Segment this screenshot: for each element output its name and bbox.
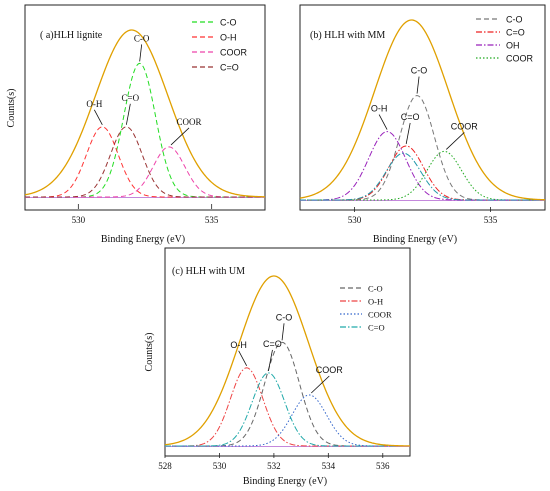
annotation-arrow-a-0	[139, 44, 143, 62]
series-b-extra-0	[300, 152, 545, 201]
annotation-c-3: COOR	[316, 365, 344, 375]
curves-b	[299, 19, 546, 201]
panel-title-a: ( a)HLH lignite	[40, 30, 103, 41]
legend-b: C-O C=O OH COOR	[476, 15, 534, 64]
annotations-c: C-O O-H C=O COOR	[230, 312, 344, 394]
annotations-b: C-O O-H C=O COOR	[371, 66, 478, 150]
legend-label-c-1: O-H	[368, 297, 383, 307]
panel-title-c: (c) HLH with UM	[172, 266, 245, 277]
annotation-arrow-b-0	[416, 76, 420, 94]
annotation-b-3: COOR	[451, 121, 479, 131]
panel-b: (b) HLH with MM C-O C=O OH COOR 530 535 C-O O…	[299, 4, 546, 245]
annotation-a-2: C=O	[122, 93, 140, 103]
y-axis-label-c: Counts(s)	[144, 333, 155, 372]
legend-label-b-2: OH	[506, 41, 520, 51]
x-tick-label-c-534: 534	[322, 461, 336, 471]
y-axis-label-a: Counts(s)	[6, 89, 17, 128]
panel-a: ( a)HLH lignite C-O O-H COOR C=O 530 535 C-O…	[6, 4, 266, 245]
x-axis-label-b: Binding Energy (eV)	[373, 234, 457, 245]
annotation-arrow-c-3	[311, 375, 330, 394]
annotation-c-1: O-H	[230, 340, 247, 350]
x-tick-label-c-530: 530	[213, 461, 227, 471]
series-b-oh	[300, 131, 545, 201]
x-ticks-c: 528 530 532 534 536	[158, 453, 390, 471]
annotation-arrow-c-1	[238, 350, 248, 366]
annotations-a: C-O O-H C=O COOR	[86, 33, 202, 146]
legend-label-c-0: C-O	[368, 284, 383, 294]
series-b-envelope	[299, 19, 546, 201]
x-tick-label-b-535: 535	[484, 215, 498, 225]
annotation-arrow-b-3	[446, 132, 465, 150]
annotation-arrow-c-0	[281, 323, 285, 341]
annotation-arrow-a-2	[125, 103, 131, 125]
legend-label-b-0: C-O	[506, 15, 523, 25]
x-tick-label-c-528: 528	[158, 461, 172, 471]
annotation-a-3: COOR	[176, 117, 201, 127]
series-c-coor	[165, 394, 410, 447]
annotation-c-2: C=O	[263, 339, 282, 349]
plot-frame-b	[299, 4, 546, 211]
annotation-b-2: C=O	[401, 112, 420, 122]
x-tick-label-c-532: 532	[267, 461, 281, 471]
legend-label-a-2: COOR	[220, 48, 248, 58]
plot-frame-a	[24, 4, 266, 211]
annotation-a-0: C-O	[134, 33, 150, 43]
annotation-c-0: C-O	[276, 312, 293, 322]
series-b-coor	[300, 150, 545, 201]
legend-label-c-2: COOR	[368, 310, 392, 320]
legend-label-b-3: COOR	[506, 54, 534, 64]
annotation-arrow-a-3	[170, 127, 190, 146]
curves-c	[164, 275, 411, 447]
annotation-b-0: C-O	[411, 66, 428, 76]
series-a-envelope	[24, 29, 266, 198]
series-c-envelope	[164, 275, 411, 447]
curves-a	[24, 29, 266, 198]
x-tick-label-a-530: 530	[72, 215, 86, 225]
panel-title-b: (b) HLH with MM	[310, 30, 385, 41]
legend-a: C-O O-H COOR C=O	[192, 18, 248, 73]
series-c-c-o	[165, 341, 410, 447]
series-c-o-h	[165, 367, 410, 447]
x-tick-label-c-536: 536	[376, 461, 390, 471]
legend-c: C-O O-H COOR C=O	[340, 284, 392, 333]
x-ticks-b: 530 535	[348, 207, 498, 225]
annotation-arrow-a-1	[93, 109, 103, 126]
x-axis-label-a: Binding Energy (eV)	[101, 234, 185, 245]
x-tick-label-a-535: 535	[205, 215, 219, 225]
annotation-arrow-b-2	[405, 122, 411, 145]
annotation-a-1: O-H	[86, 99, 102, 109]
x-tick-label-b-530: 530	[348, 215, 362, 225]
series-a-o-h	[25, 126, 265, 198]
series-a-c-o	[25, 62, 265, 198]
legend-label-a-1: O-H	[220, 33, 237, 43]
annotation-b-1: O-H	[371, 104, 388, 114]
series-c-c-o	[165, 372, 410, 447]
plot-frame-c	[164, 247, 411, 457]
series-a-c-o	[25, 126, 265, 198]
series-b-c-o	[300, 95, 545, 201]
legend-label-a-3: C=O	[220, 63, 239, 73]
annotation-arrow-c-2	[268, 349, 273, 371]
series-b-c-o	[300, 145, 545, 201]
x-axis-label-c: Binding Energy (eV)	[243, 476, 327, 487]
legend-label-c-3: C=O	[368, 323, 385, 333]
legend-label-a-0: C-O	[220, 18, 237, 28]
x-ticks-a: 530 535	[72, 204, 219, 225]
legend-label-b-1: C=O	[506, 28, 525, 38]
annotation-arrow-b-1	[378, 114, 388, 130]
